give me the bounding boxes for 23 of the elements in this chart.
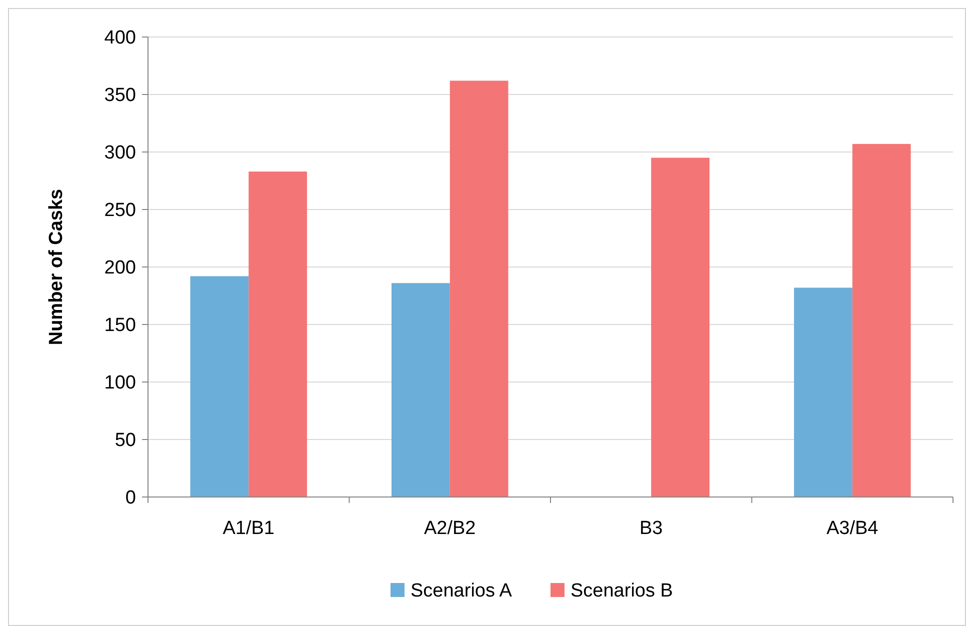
y-tick-label: 300 [104,142,136,164]
bar [651,158,710,497]
y-axis-title: Number of Casks [46,188,67,346]
y-tick-label: 350 [104,85,136,106]
legend-label: Scenarios A [410,580,512,602]
y-tick-label: 400 [104,28,136,49]
y-tick-label: 150 [104,315,136,336]
bar [450,80,508,497]
x-tick-label: B3 [640,518,663,539]
bar [190,276,249,497]
x-tick-label: A1/B1 [222,518,275,539]
y-tick-label: 200 [104,258,136,279]
x-tick-label: A3/B4 [826,518,879,539]
y-tick-label: 100 [104,372,136,394]
y-tick-label: 50 [114,430,136,452]
y-tick-label: 250 [104,200,136,222]
bar [852,144,911,497]
x-tick-label: A2/B2 [424,518,476,539]
legend-label: Scenarios B [570,580,673,602]
bar [794,288,852,497]
y-tick-label: 0 [125,488,136,509]
bar [392,283,450,497]
bar [248,172,307,497]
